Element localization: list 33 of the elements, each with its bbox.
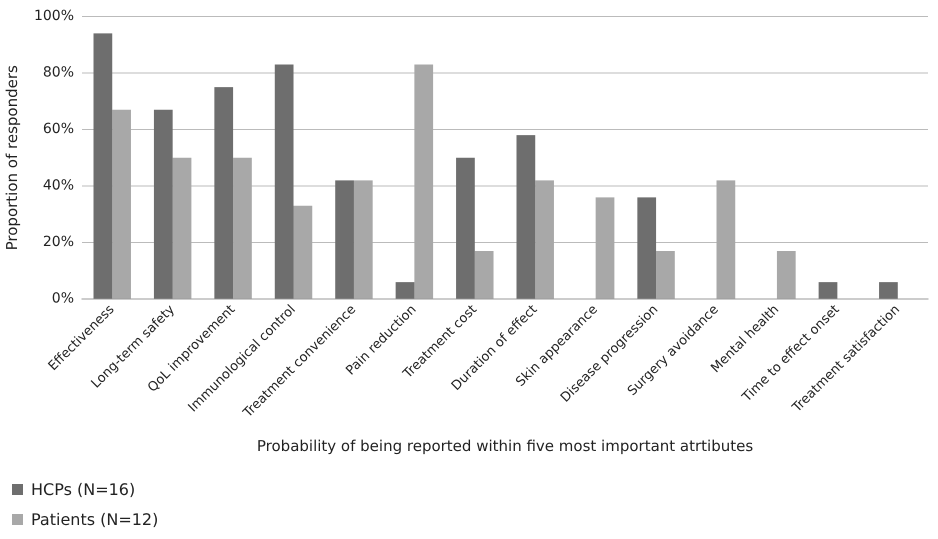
bar <box>274 64 294 299</box>
bar <box>294 206 312 299</box>
bar <box>818 282 838 299</box>
bar <box>879 282 898 299</box>
bar <box>596 197 614 299</box>
y-tick-label: 60% <box>42 121 74 138</box>
y-tick-label: 40% <box>42 178 74 194</box>
bar <box>94 33 112 299</box>
bar <box>414 64 434 299</box>
bar <box>112 110 131 299</box>
bar <box>516 135 536 299</box>
y-axis-title: Proportion of responders <box>2 64 21 250</box>
bar <box>335 180 354 299</box>
bar <box>776 251 796 299</box>
bar <box>716 180 736 299</box>
y-tick-label: 0% <box>52 290 74 307</box>
bar <box>154 110 173 299</box>
bar <box>474 251 494 299</box>
bar <box>456 158 475 299</box>
bar <box>214 87 234 299</box>
bar <box>233 158 252 299</box>
bar <box>637 197 656 299</box>
bar <box>656 251 675 299</box>
bar <box>535 180 554 299</box>
y-tick-label: 80% <box>42 64 74 81</box>
y-tick-label: 20% <box>42 234 74 250</box>
x-axis-title: Probability of being reported within five most important atrtibutes <box>256 436 754 455</box>
bar <box>396 282 414 299</box>
legend-label: HCPs (N=16) <box>31 480 136 498</box>
bar <box>354 180 373 299</box>
y-tick-label: 100% <box>34 8 74 24</box>
bar <box>172 158 192 299</box>
legend-label: Patients (N=12) <box>31 510 158 528</box>
